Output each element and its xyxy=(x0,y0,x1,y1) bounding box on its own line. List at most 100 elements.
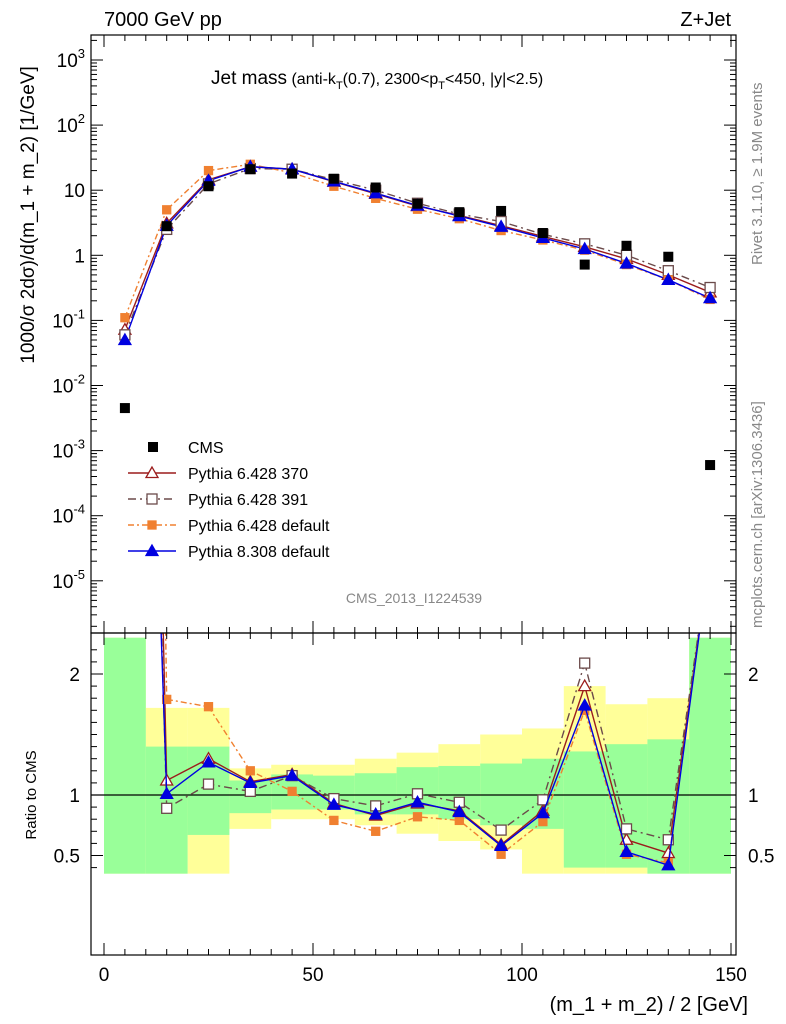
series-point xyxy=(619,256,634,269)
x-tick-label: 150 xyxy=(715,965,747,986)
y-tick-label: 102 xyxy=(57,111,85,137)
y-tick-label: 103 xyxy=(57,46,85,72)
cms-data-point xyxy=(663,251,674,262)
ratio-series-point xyxy=(243,775,258,789)
y-tick-label: 10-4 xyxy=(52,502,85,528)
legend: CMS Pythia 6.428 370 Pythia 6.428 391 Pythi… xyxy=(128,440,330,561)
series-point xyxy=(162,205,172,215)
ratio-series-point xyxy=(368,807,383,820)
ratio-y-tick-label: 1 xyxy=(69,786,80,807)
legend-label: Pythia 6.428 391 xyxy=(188,492,308,509)
mcplots-label: mcplots.cern.ch [arXiv:1306.3436] xyxy=(749,401,766,628)
cms-data-point xyxy=(412,198,423,209)
ratio-axis-ticks: 0.5 0.5 1 1 2 2 0 50 100 150 xyxy=(54,633,774,986)
legend-marker xyxy=(144,543,160,557)
series-point xyxy=(117,332,133,346)
green-band xyxy=(563,751,606,868)
main-markers xyxy=(117,159,718,471)
legend-label: Pythia 6.428 370 xyxy=(188,466,308,483)
ratio-series-point xyxy=(329,815,339,826)
legend-label: Pythia 6.428 default xyxy=(188,518,330,535)
ratio-series-point xyxy=(577,678,592,692)
cms-data-point xyxy=(161,221,172,232)
header-left: 7000 GeV pp xyxy=(104,9,222,31)
green-band xyxy=(689,637,731,874)
ratio-series-point xyxy=(284,768,300,781)
header-right: Z+Jet xyxy=(680,9,731,31)
y-tick-label: 10-3 xyxy=(52,437,85,463)
ratio-frame xyxy=(90,632,737,956)
legend-marker-cms xyxy=(148,442,158,452)
cms-data-point xyxy=(579,259,590,270)
legend-marker xyxy=(146,493,158,505)
y-tick-label: 10-1 xyxy=(52,306,85,332)
cms-data-point xyxy=(203,181,214,192)
ratio-y-tick-label: 0.5 xyxy=(54,847,80,868)
cms-data-point xyxy=(454,207,465,218)
ratio-series-point xyxy=(662,834,674,846)
ratio-series-point xyxy=(161,802,173,814)
ratio-series-point xyxy=(535,805,551,819)
x-axis-label: (m_1 + m_2) / 2 [GeV] xyxy=(550,994,748,1016)
ratio-uncertainty-bands xyxy=(104,637,731,874)
green-band xyxy=(480,763,522,826)
cms-data-point xyxy=(705,460,716,471)
y-tick-label: 1 xyxy=(74,246,85,267)
legend-label: Pythia 8.308 default xyxy=(188,544,330,561)
legend-label-cms: CMS xyxy=(188,440,224,457)
ratio-series-point xyxy=(326,797,342,810)
ratio-y-tick-label: 2 xyxy=(69,665,80,686)
x-tick-label: 100 xyxy=(506,965,538,986)
ratio-series-point xyxy=(454,815,464,826)
series-point xyxy=(702,290,718,304)
series-point xyxy=(577,241,592,255)
legend-marker xyxy=(147,520,157,530)
series-point xyxy=(493,219,509,232)
green-band xyxy=(104,637,146,874)
ratio-series-point xyxy=(159,786,174,799)
series-point xyxy=(120,313,130,323)
ratio-series-point xyxy=(619,844,634,858)
series-point xyxy=(661,272,676,285)
y-tick-label: 10-2 xyxy=(52,372,85,398)
ratio-series-point xyxy=(287,786,297,797)
ratio-panel: 0.5 0.5 1 1 2 2 0 50 100 150 Ratio to CMS (m_1 + … xyxy=(23,632,774,1016)
x-tick-label: 50 xyxy=(302,965,323,986)
ratio-y-tick-label-right: 1 xyxy=(748,786,759,807)
cms-data-point xyxy=(537,228,548,239)
x-tick-label: 0 xyxy=(99,965,110,986)
y-tick-label: 10 xyxy=(64,181,85,202)
rivet-label: Rivet 3.1.10, ≥ 1.9M events xyxy=(749,83,766,266)
ratio-series-point xyxy=(495,824,507,836)
ratio-series-point xyxy=(371,826,381,836)
ratio-series-point xyxy=(410,794,425,808)
ratio-series-point xyxy=(245,766,255,776)
ratio-y-axis-label: Ratio to CMS xyxy=(23,750,40,839)
cms-data-point xyxy=(496,205,507,216)
ratio-series-point xyxy=(579,657,591,669)
ratio-series-point xyxy=(661,845,676,859)
ratio-series-point xyxy=(162,694,172,705)
plot-title: Jet mass (anti-kT(0.7), 2300<pT<450, |y|… xyxy=(211,68,543,92)
cms-data-point xyxy=(287,168,298,179)
ratio-series-point xyxy=(202,778,215,790)
ratio-series-point xyxy=(493,838,509,851)
ratio-series-point xyxy=(496,849,506,859)
ratio-series-point xyxy=(538,816,548,827)
ratio-series-point xyxy=(661,857,676,871)
cms-data-point xyxy=(245,164,256,175)
legend-marker xyxy=(144,465,160,479)
ratio-series-point xyxy=(577,698,592,711)
ratio-series-point xyxy=(201,755,216,768)
ratio-series-point xyxy=(620,823,633,835)
cms-data-point xyxy=(119,403,130,414)
cms-data-point xyxy=(328,173,339,184)
ratio-series-point xyxy=(203,702,214,712)
main-y-axis-label: 1000/σ 2dσ)/d(m_1 + m_2) [1/GeV] xyxy=(18,66,39,364)
ratio-plot-area xyxy=(159,633,701,871)
ratio-y-tick-label-right: 2 xyxy=(748,665,759,686)
ratio-y-tick-label-right: 0.5 xyxy=(748,847,774,868)
